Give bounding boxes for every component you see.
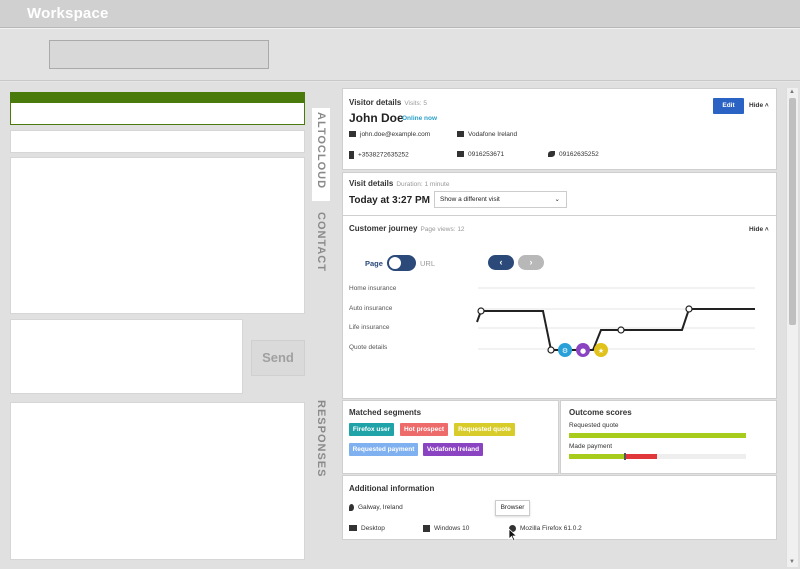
outcome-marker [623,453,626,460]
journey-node[interactable] [477,307,485,315]
tab-responses[interactable]: RESPONSES [315,400,327,478]
scrollbar-thumb[interactable] [789,98,796,325]
outcome-label: Requested quote [569,422,619,429]
journey-row-label: Quote details [349,344,388,351]
tab-altocloud[interactable]: ALTOCLOUD [315,112,327,190]
next-visit-button[interactable]: › [518,255,544,270]
page-url-toggle[interactable] [387,255,416,271]
user-icon: ● [580,347,586,355]
journey-graph: ⚙ ● ★ [476,287,755,357]
visit-select[interactable]: Show a different visit ⌄ [434,191,567,208]
prev-visit-button[interactable]: ‹ [488,255,514,270]
hide-visitor-button[interactable]: Hide ˄ [749,102,769,109]
journey-row-label: Auto insurance [349,305,393,312]
scroll-down-icon[interactable]: ▼ [789,559,795,565]
firefox-icon [509,525,516,532]
device-row: Desktop [349,525,385,532]
outcomes-card: Outcome scores Requested quote Made paym… [560,400,777,474]
toolbar-input[interactable] [49,40,269,69]
message-input[interactable] [10,319,243,394]
mobile-icon [349,151,354,159]
toolbar [0,28,800,81]
responses-area[interactable] [10,402,305,560]
visitor-card: Visitor details Visits: 5 John Doe Online… [342,88,777,170]
phone-row: 09162635252 [548,151,599,158]
mail-icon [349,131,356,138]
toggle-knob [389,257,401,269]
outcome-bar [569,453,746,460]
email-row: john.doe@example.com [349,131,430,138]
journey-event-icon[interactable] [576,343,590,357]
outcome-fill [569,454,626,459]
toggle-page-label: Page [365,259,383,268]
scroll-up-icon[interactable]: ▲ [789,89,795,95]
conversation-header [10,92,305,125]
header-bar [11,93,304,103]
chevron-right-icon: › [529,257,533,267]
briefcase-icon [457,131,464,138]
home-phone-row: 0916253671 [457,151,504,158]
segments-heading: Matched segments [349,408,422,417]
journey-event-icon[interactable] [558,343,572,357]
segment-tag: Vodafone Ireland [423,443,483,456]
subject-field[interactable] [10,130,305,153]
outcome-fill [569,433,746,438]
segment-tag: Hot prospect [400,423,448,436]
segments-card: Matched segments Firefox user Hot prospe… [342,400,559,474]
location-row: Galway, Ireland [349,504,403,511]
visitor-heading: Visitor details Visits: 5 [349,98,427,107]
mobile-row: +3538272635252 [349,151,409,159]
journey-event-icon[interactable] [594,343,608,357]
outcome-label: Made payment [569,443,612,450]
os-row: Windows 10 [423,525,469,532]
journey-node[interactable] [617,326,625,334]
tab-altocloud-bg [312,108,330,201]
chevron-left-icon: ‹ [499,257,503,267]
segment-tag: Requested quote [454,423,515,436]
hide-journey-button[interactable]: Hide ˄ [749,226,769,233]
browser-row[interactable]: Mozilla Firefox 61.0.2 [509,525,582,532]
company-row: Vodafone Ireland [457,131,517,138]
scrollbar[interactable]: ▲ ▼ [786,88,798,567]
details-panel: Visitor details Visits: 5 John Doe Online… [342,88,777,540]
windows-icon [423,525,430,532]
additional-heading: Additional information [349,484,435,493]
visitor-name: John Doe [349,111,404,125]
journey-row-label: Life insurance [349,324,390,331]
outcome-bar [569,433,746,438]
journey-card: Customer journey Page views: 12 Hide ˄ Pa… [342,215,777,399]
star-icon: ★ [598,347,604,355]
gear-icon: ⚙ [562,347,568,355]
desktop-icon [349,525,357,532]
visit-time: Today at 3:27 PM [349,195,430,206]
send-button[interactable]: Send [251,340,305,376]
mouse-cursor-icon [508,528,518,542]
journey-path [476,308,755,351]
map-pin-icon [349,504,354,511]
segment-tag: Firefox user [349,423,394,436]
chevron-up-icon: ˄ [764,226,769,233]
chevron-down-icon: ⌄ [554,196,560,203]
phone-icon [548,151,555,158]
outcomes-heading: Outcome scores [569,408,632,417]
journey-node[interactable] [547,346,555,354]
toggle-url-label: URL [420,259,436,268]
title-bar: Workspace [0,0,800,28]
transcript-area[interactable] [10,157,305,314]
journey-node[interactable] [685,305,693,313]
additional-card: Additional information Galway, Ireland B… [342,475,777,540]
chevron-up-icon: ˄ [764,102,769,109]
visit-card: Visit details Duration: 1 minute Today at… [342,172,777,215]
outcome-fill-negative [625,454,658,459]
visit-heading: Visit details Duration: 1 minute [349,179,450,188]
online-status: Online now [402,115,438,122]
tab-contact[interactable]: CONTACT [315,212,327,272]
journey-row-label: Home insurance [349,285,397,292]
window-title: Workspace [27,5,109,22]
home-icon [457,151,464,158]
browser-tooltip: Browser [495,500,530,516]
edit-button[interactable]: Edit [713,98,744,114]
journey-heading: Customer journey Page views: 12 [349,224,465,233]
segment-tag: Requested payment [349,443,418,456]
